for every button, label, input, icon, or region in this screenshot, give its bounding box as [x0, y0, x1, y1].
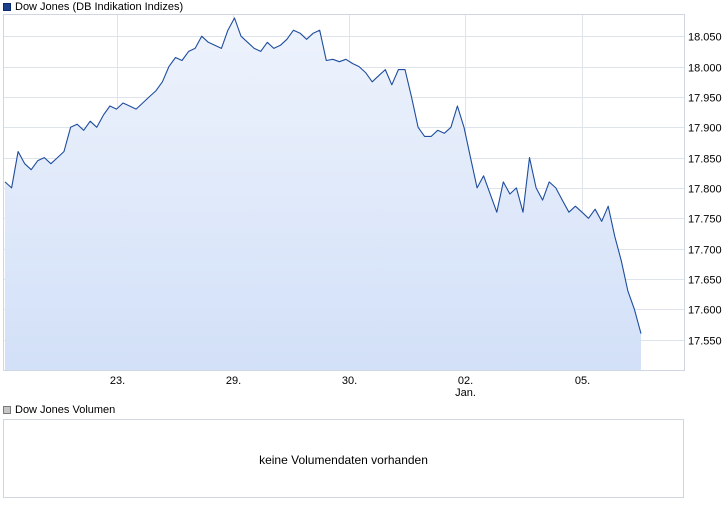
x-tick-label: 30.	[342, 375, 357, 387]
y-tick-label: 17.900	[688, 123, 722, 135]
price-legend-label: Dow Jones (DB Indikation Indizes)	[15, 1, 184, 13]
y-tick-label: 18.000	[688, 63, 722, 75]
y-tick-label: 17.650	[688, 275, 722, 287]
y-tick-label: 18.050	[688, 32, 722, 44]
price-line-group	[4, 17, 642, 334]
y-tick-label: 17.700	[688, 245, 722, 257]
price-area	[5, 18, 641, 370]
volume-panel: keine Volumendaten vorhanden	[3, 419, 684, 498]
x-tick-label: 05.	[575, 375, 590, 387]
x-tick-label: 29.	[226, 375, 241, 387]
price-chart: 17.550 17.600 17.650 17.700 17.750 17.800 17.8…	[3, 14, 722, 399]
x-tick-label: 02.	[458, 375, 473, 387]
y-tick-label: 17.850	[688, 154, 722, 166]
price-area-fill	[5, 18, 641, 370]
x-tick-sublabel: Jan.	[455, 387, 476, 399]
volume-legend-label: Dow Jones Volumen	[15, 404, 116, 416]
x-axis-labels: 23. 29. 30. 02. 05. Jan.	[110, 375, 590, 399]
volume-empty-message: keine Volumendaten vorhanden	[259, 453, 428, 467]
y-tick-label: 17.800	[688, 184, 722, 196]
x-tick-label: 23.	[110, 375, 125, 387]
price-legend-swatch	[3, 3, 11, 11]
y-tick-label: 17.950	[688, 93, 722, 105]
y-axis-labels: 17.550 17.600 17.650 17.700 17.750 17.800 17.8…	[688, 32, 722, 348]
y-tick-label: 17.550	[688, 336, 722, 348]
price-legend: Dow Jones (DB Indikation Indizes)	[3, 0, 183, 14]
volume-legend-swatch	[3, 406, 11, 414]
price-series-line	[4, 17, 642, 334]
y-tick-label: 17.600	[688, 305, 722, 317]
y-tick-label: 17.750	[688, 214, 722, 226]
volume-legend: Dow Jones Volumen	[3, 403, 115, 417]
